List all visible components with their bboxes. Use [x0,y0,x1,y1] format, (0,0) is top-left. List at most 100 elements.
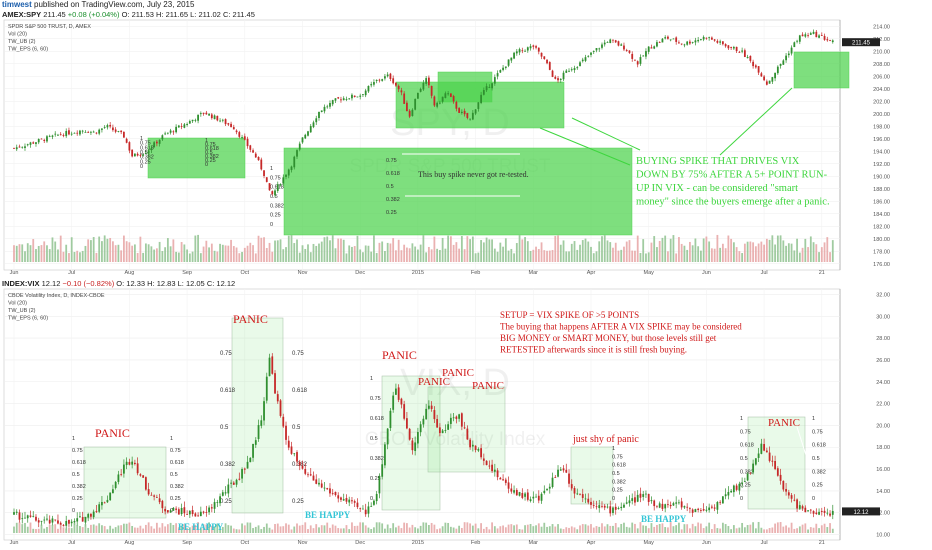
upper-volume-bar [241,251,243,262]
upper-candle-body [51,135,54,137]
upper-candle-body [249,145,252,150]
upper-candle-body [73,132,76,134]
lower-volume-bar [320,525,323,533]
vix-fib-label: 0.75 [370,396,381,402]
upper-volume-bar [804,238,807,262]
upper-open: O: 211.53 [121,10,154,19]
upper-candle-body [348,98,351,100]
upper-month-label: 2015 [412,270,424,276]
lower-volume-bar [532,526,535,533]
upper-candle-body [166,132,169,134]
lower-candle-body [543,490,546,493]
lower-candle-body [419,424,422,433]
author-name[interactable]: timwest [2,0,32,9]
lower-volume-bar [543,522,546,533]
upper-volume-bar [384,251,386,262]
upper-volume-bar [612,247,614,262]
lower-candle-body [221,492,224,496]
upper-candle-body [804,34,807,37]
lower-candle-body [689,508,691,510]
upper-candle-body [809,33,812,35]
upper-candle-body [436,102,439,107]
lower-volume-bar [823,523,826,533]
lower-candle-body [90,513,92,517]
upper-volume-bar [353,246,356,262]
upper-volume-bar [282,249,285,262]
lower-symbol[interactable]: INDEX:VIX [2,279,40,288]
upper-symbol[interactable]: AMEX:SPY [2,10,42,19]
lower-volume-bar [79,526,81,533]
upper-candle-body [92,131,95,133]
lower-volume-bar [419,525,422,533]
upper-volume-bar [221,244,224,262]
lower-volume-bar [807,529,809,533]
upper-volume-bar [573,241,576,262]
upper-candle-body [260,159,263,170]
lower-candle-body [540,493,543,501]
lower-volume-bar [727,526,730,533]
lower-candle-body [87,514,90,518]
upper-volume-bar [411,243,414,262]
upper-volume-bar [400,250,403,262]
lower-candle-body [202,511,205,513]
lower-candle-body [809,509,812,511]
lower-candle-body [716,501,719,510]
lower-volume-bar [796,528,798,533]
lower-candle-body [103,502,106,504]
upper-volume-bar [820,247,823,262]
upper-candle-body [606,42,609,43]
lower-candle-body [592,505,595,506]
lower-candle-body [414,442,417,451]
upper-volume-bar [153,249,156,262]
lower-change: −0.10 (−0.82%) [62,279,115,288]
upper-candle-body [147,150,150,154]
lower-volume-bar [449,526,452,533]
lower-candle-body [109,492,112,501]
vix-fib-label: 0.25 [740,483,751,489]
lower-volume-bar [334,525,337,533]
upper-candle-body [208,113,210,116]
vix-fib-label: 0.618 [812,443,826,449]
lower-volume-bar [32,528,35,533]
upper-volume-bar [496,251,499,262]
upper-candle-body [573,68,576,71]
lower-volume-bar [315,524,318,533]
upper-volume-bar [713,248,716,262]
upper-volume-bar [263,237,265,262]
upper-candle-body [24,146,26,148]
lower-candle-body [290,446,293,454]
lower-candle-body [26,515,29,519]
upper-candle-body [491,83,493,89]
lower-candle-body [515,489,518,496]
lower-month-label: 21 [819,540,825,546]
upper-volume-bar [219,243,221,262]
upper-volume-bar [584,238,587,262]
lower-candle-body [732,485,735,493]
upper-candle-body [342,98,345,101]
upper-volume-bar [79,252,81,262]
lower-volume-bar [133,527,136,533]
upper-candle-body [381,79,384,81]
upper-candle-body [59,134,62,136]
lower-volume-bar [760,527,763,533]
lower-volume-bar [364,525,367,533]
upper-volume-bar [373,235,375,262]
spy-fib-label: 0.5 [140,150,148,156]
upper-month-label: Feb [471,270,480,276]
lower-volume-bar [309,525,312,533]
lower-candle-body [356,502,359,508]
lower-volume-bar [205,524,208,533]
lower-candle-body [727,491,730,496]
lower-volume-bar [438,528,441,533]
upper-candle-body [763,76,765,81]
vix-fib-label: 0.382 [612,479,626,485]
lower-candle-body [216,502,219,503]
upper-volume-bar [760,241,763,262]
upper-low: L: 211.02 [190,10,221,19]
lower-volume-bar [114,527,117,533]
lower-candle-body [829,513,831,516]
upper-candle-body [818,35,820,38]
upper-candle-body [340,99,342,101]
spy-fib-label: 0.618 [205,146,219,152]
